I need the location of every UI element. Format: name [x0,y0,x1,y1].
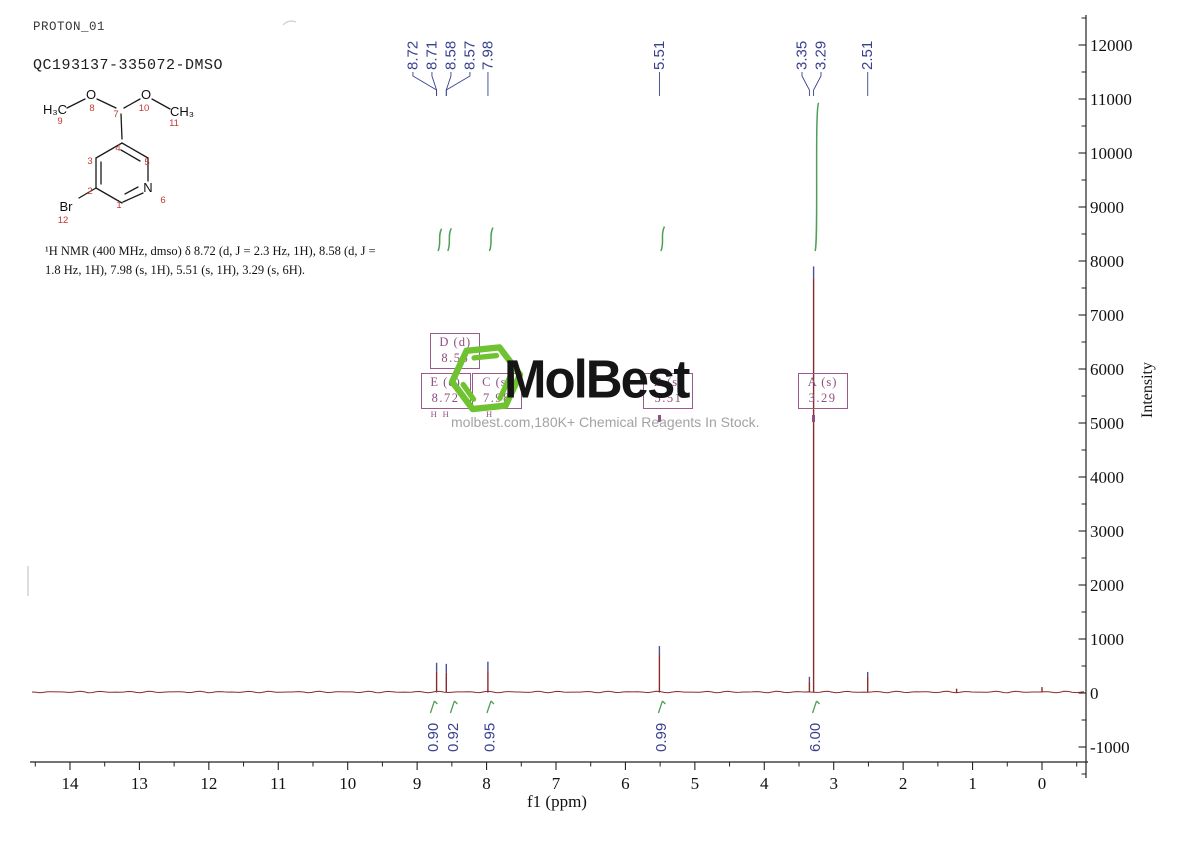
integral-mark [661,700,666,705]
atom-number: 10 [139,103,150,114]
atom-label: Br [60,199,74,214]
x-tick-label: 12 [200,774,217,793]
y-tick-label: 6000 [1090,360,1124,379]
x-tick-label: 13 [131,774,148,793]
x-tick-label: 6 [621,774,630,793]
integral-mark [816,700,821,705]
experiment-name: PROTON_01 [33,20,106,34]
benzene-logo-icon [448,344,524,413]
y-tick-label: 10000 [1090,144,1133,163]
x-tick-label: 8 [482,774,491,793]
peak-shift-label: 8.58 [442,41,459,70]
y-tick-label: 9000 [1090,198,1124,217]
x-tick-label: 4 [760,774,769,793]
y-tick-label: 3000 [1090,522,1124,541]
citation-line-1: ¹H NMR (400 MHz, dmso) δ 8.72 (d, J = 2.… [45,244,376,258]
atom-number: 11 [169,118,179,129]
molecule-structure: H₃C O O CH₃ N Br 9 8 7 10 11 4 3 5 2 1 6… [43,87,194,226]
atom-label: O [141,87,151,102]
peak-label-leader [813,72,822,96]
integral-value-label: 0.95 [481,723,498,752]
peak-label-leader [445,72,452,96]
y-tick-label: 7000 [1090,306,1124,325]
integral-mark [429,700,436,714]
x-tick-label: 5 [691,774,700,793]
integral-mark [453,700,458,705]
peak-shift-label: 3.29 [812,41,829,70]
integral-mark [811,700,818,714]
integral-value-label: 0.99 [653,723,670,752]
peak-shift-label: 5.51 [651,41,668,70]
y-tick-label: 2000 [1090,576,1124,595]
peak-shift-label: 3.35 [793,41,810,70]
atom-number: 2 [87,186,92,197]
peak-label-leader [431,72,438,96]
integral-mark [657,700,664,714]
peak-label-leader [801,72,810,96]
brand-name: MolBest [504,349,690,409]
atom-label: H₃C [43,102,67,117]
y-tick-label: -1000 [1090,738,1130,757]
x-tick-label: 2 [899,774,908,793]
atom-number: 1 [116,200,121,211]
y-tick-label: 12000 [1090,36,1133,55]
spectrum-baseline [31,690,1085,694]
x-tick-label: 10 [339,774,356,793]
scan-artifact [282,20,297,26]
x-tick-label: 1 [968,774,977,793]
peak-shift-label: 8.57 [461,41,478,70]
integral-mark [433,700,438,705]
sample-id: QC193137-335072-DMSO [33,57,224,74]
atom-number: 6 [160,195,165,206]
atom-label: N [143,180,152,195]
y-tick-label: 0 [1090,684,1099,703]
peak-label-leader [445,72,471,96]
peak-shift-label: 7.98 [479,41,496,70]
y-tick-label: 8000 [1090,252,1124,271]
x-tick-label: 11 [270,774,286,793]
y-axis-title: Intensity [1139,362,1156,418]
nmr-citation: ¹H NMR (400 MHz, dmso) δ 8.72 (d, J = 2.… [45,242,390,279]
integral-curve [488,227,494,252]
atom-number: 3 [87,156,92,167]
peak-shift-label: 8.72 [404,41,421,70]
integral-mark [449,700,456,714]
x-axis-title: f1 (ppm) [527,792,587,811]
atom-number: 5 [144,157,149,168]
citation-line-2: 1.8 Hz, 1H), 7.98 (s, 1H), 5.51 (s, 1H),… [45,262,306,277]
x-tick-label: 9 [413,774,422,793]
integral-mark [490,700,495,705]
atom-number: 12 [58,215,69,226]
integral-value-label: 6.00 [807,723,824,752]
y-tick-label: 11000 [1090,90,1132,109]
integral-curve [447,227,452,252]
y-tick-label: 1000 [1090,630,1124,649]
brand-tagline: molbest.com,180K+ Chemical Reagents In S… [451,414,760,430]
atom-number: 7 [113,109,118,120]
peak-shift-label: 8.71 [423,41,440,70]
integral-mark [486,700,492,714]
atom-label: O [86,87,96,102]
integral-value-label: 0.90 [425,723,442,752]
y-tick-label: 4000 [1090,468,1124,487]
integral-curve [437,228,443,252]
atom-label: CH₃ [170,104,194,119]
integral-curve [814,102,820,252]
peak-shift-label: 2.51 [859,41,876,70]
molbest-watermark: MolBest molbest.com,180K+ Chemical Reage… [446,336,766,436]
integral-value-label: 0.92 [445,723,462,752]
peak-label-leader [412,72,438,96]
x-tick-label: 0 [1038,774,1047,793]
x-tick-label: 7 [552,774,561,793]
x-tick-label: 14 [61,774,79,793]
integral-curve [660,226,666,252]
atom-number: 8 [89,103,94,114]
x-tick-label: 3 [829,774,838,793]
atom-number: 9 [57,116,62,127]
y-tick-label: 5000 [1090,414,1124,433]
atom-number: 4 [115,143,120,154]
